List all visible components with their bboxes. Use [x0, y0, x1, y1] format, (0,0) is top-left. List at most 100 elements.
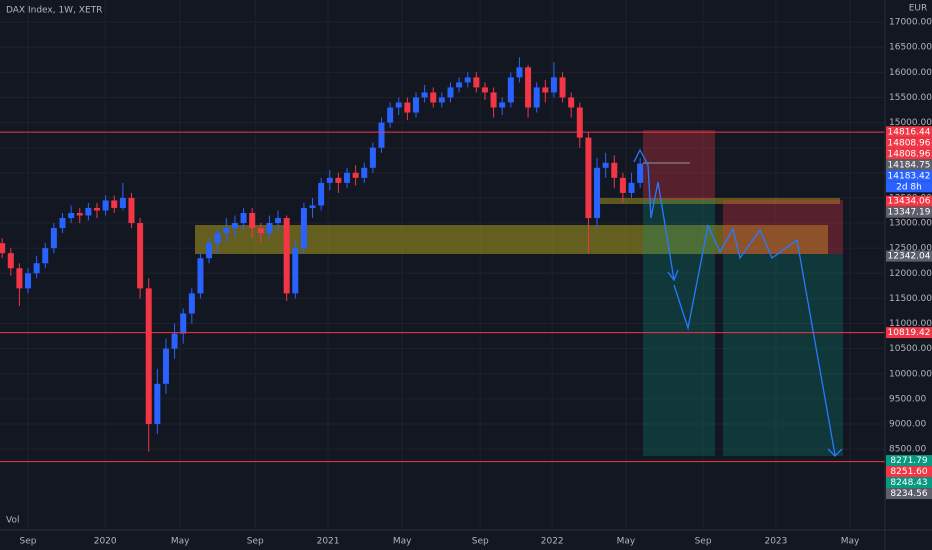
y-tick-label: 15500.00	[889, 93, 932, 103]
countdown: 2d 8h	[896, 182, 922, 192]
candle-body	[68, 213, 75, 219]
candle-body	[516, 67, 523, 78]
x-tick-label: May	[171, 537, 190, 547]
price-label: 13347.19	[888, 208, 931, 218]
stop-zone	[643, 130, 715, 200]
price-label-bg	[886, 137, 932, 149]
candle-body	[171, 333, 178, 349]
candle-body	[473, 77, 480, 88]
volume-label: Vol	[6, 516, 19, 526]
candle-body	[25, 273, 32, 289]
candle-body	[42, 248, 49, 264]
candle-body	[430, 92, 437, 103]
candle-body	[275, 218, 282, 224]
candle-body	[611, 162, 618, 178]
price-label-bg	[886, 148, 932, 160]
candle-body	[102, 200, 109, 211]
candle-body	[318, 182, 325, 206]
candle-body	[352, 172, 359, 178]
x-tick-label: 2023	[764, 537, 787, 547]
candle-body	[525, 67, 532, 108]
y-tick-label: 15000.00	[889, 118, 932, 128]
candle-body	[533, 87, 540, 108]
candle-body	[421, 92, 428, 98]
candle-body	[438, 97, 445, 103]
candle-body	[576, 107, 583, 138]
price-label-bg	[886, 170, 932, 182]
price-label: 14183.42	[888, 171, 931, 181]
x-tick-label: 2020	[94, 537, 117, 547]
candle-body	[223, 228, 230, 234]
x-tick-label: May	[841, 537, 860, 547]
price-label-bg	[886, 195, 932, 207]
y-tick-label: 8500.00	[889, 445, 926, 455]
candle-body	[128, 197, 135, 224]
candle-body	[369, 147, 376, 168]
price-label: 14808.96	[888, 138, 931, 148]
candle-body	[602, 162, 609, 168]
candle-body	[283, 218, 290, 294]
candle-body	[33, 263, 40, 274]
price-label-bg	[886, 455, 932, 467]
x-tick-label: May	[617, 537, 636, 547]
target-zone	[643, 200, 715, 456]
candle-body	[162, 348, 169, 384]
candle-body	[464, 77, 471, 83]
candle-body	[111, 200, 118, 208]
candle-body	[309, 205, 316, 208]
y-tick-label: 12000.00	[889, 269, 932, 279]
price-label: 10819.42	[888, 328, 931, 338]
candle-body	[292, 248, 299, 294]
countdown-bg	[886, 181, 932, 193]
candle-body	[326, 177, 333, 183]
target-zone	[723, 254, 843, 456]
zone-line	[595, 198, 840, 204]
price-label-bg	[886, 327, 932, 339]
y-tick-label: 9500.00	[889, 394, 926, 404]
candle-body	[154, 383, 161, 424]
candle-body	[447, 87, 454, 98]
price-label: 14816.44	[888, 127, 931, 137]
price-label: 14184.75	[888, 160, 931, 170]
y-tick-label: 16500.00	[889, 43, 932, 53]
candle-body	[93, 207, 100, 211]
price-label-bg	[886, 206, 932, 218]
candle-body	[180, 313, 187, 334]
price-label-bg	[886, 477, 932, 489]
candle-body	[76, 213, 83, 216]
candle-body	[387, 107, 394, 123]
price-label: 13434.06	[888, 197, 931, 207]
price-label-bg	[886, 159, 932, 171]
candle-body	[456, 82, 463, 88]
candle-body	[16, 268, 23, 289]
x-tick-label: May	[393, 537, 412, 547]
candle-body	[335, 177, 342, 183]
candle-body	[637, 163, 644, 183]
candle-body	[619, 177, 626, 193]
x-tick-label: Sep	[20, 537, 37, 547]
y-tick-label: 13000.00	[889, 219, 932, 229]
x-tick-label: Sep	[247, 537, 264, 547]
candle-body	[50, 228, 57, 249]
candle-body	[59, 218, 66, 229]
drawings	[195, 130, 843, 457]
candle-body	[197, 258, 204, 294]
candle-body	[542, 87, 549, 93]
candle-body	[361, 167, 368, 178]
candle-body	[628, 182, 635, 193]
support-zone	[195, 225, 828, 254]
x-tick-label: 2021	[317, 537, 340, 547]
candle-body	[490, 92, 497, 108]
candle-body	[481, 87, 488, 93]
plot	[0, 57, 885, 463]
candle-body	[145, 288, 152, 424]
x-tick-label: Sep	[695, 537, 712, 547]
price-label-bg	[886, 250, 932, 262]
candle-body	[206, 243, 213, 259]
candle-body	[257, 228, 264, 234]
symbol-title: DAX Index, 1W, XETR	[6, 6, 102, 16]
candle-body	[0, 243, 6, 254]
y-tick-label: 11000.00	[889, 319, 932, 329]
